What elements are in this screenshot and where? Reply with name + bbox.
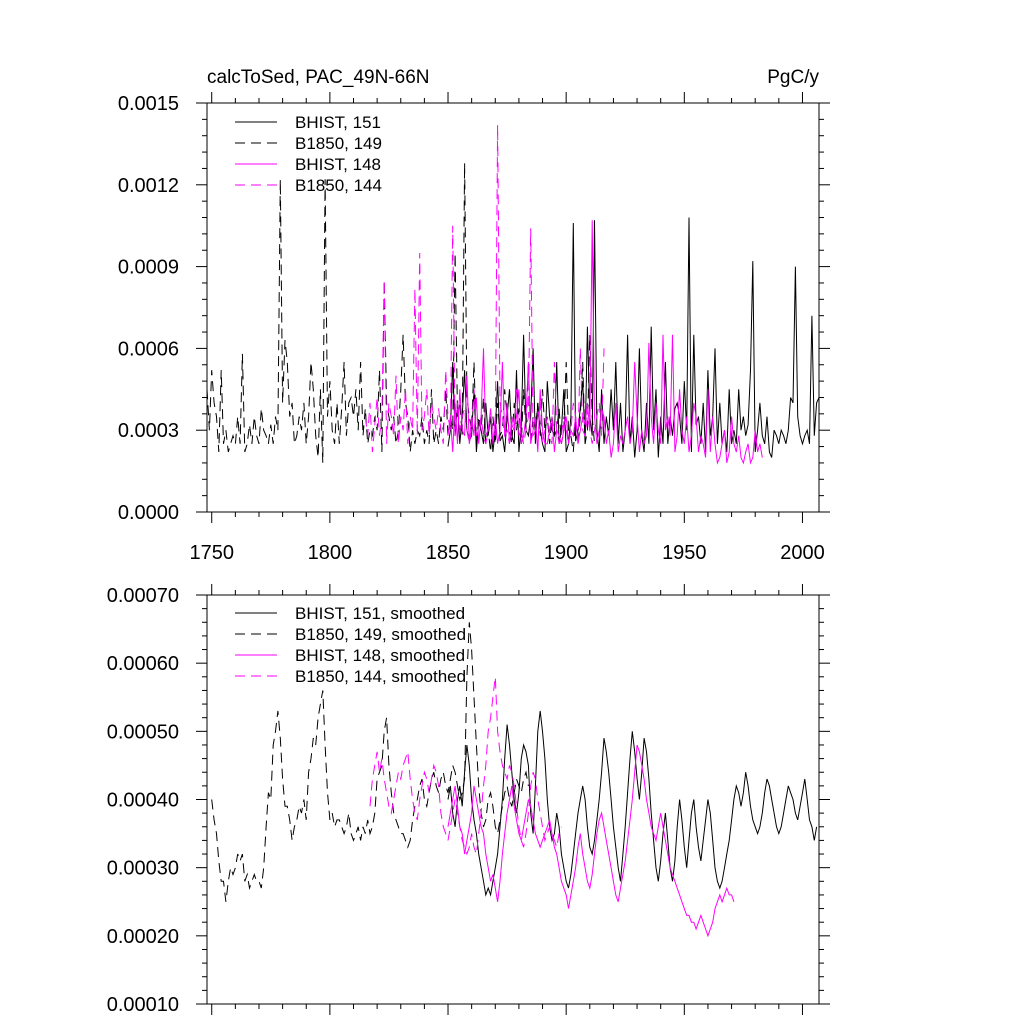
bottom-legend-label-0: BHIST, 151, smoothed (295, 604, 465, 623)
top-xtick-label-1900: 1900 (544, 542, 589, 564)
bottom-panel: 0.00010 0.00020 0.00030 0.00040 0.00050 0.000… (107, 584, 830, 1016)
bottom-series-0 (447, 710, 818, 897)
top-legend-label-3: B1850, 144 (295, 176, 382, 195)
top-ytick-label-2: 0.0006 (118, 338, 179, 360)
bottom-legend-label-3: B1850, 144, smoothed (295, 667, 466, 686)
bottom-ytick-label-1: 0.00020 (107, 926, 179, 948)
top-ticks: 1750 1800 1850 1900 1950 2000 0.0000 0.0003 0.00… (118, 92, 830, 564)
top-xtick-label-1800: 1800 (308, 542, 353, 564)
bottom-ytick-label-6: 0.00070 (107, 585, 179, 607)
top-legend-label-0: BHIST, 151 (295, 113, 381, 132)
bottom-ytick-label-5: 0.00060 (107, 653, 179, 675)
top-legend: BHIST, 151 B1850, 149 BHIST, 148 B1850, 144 (235, 113, 382, 195)
top-xtick-label-2000: 2000 (780, 542, 825, 564)
bottom-ytick-label-3: 0.00040 (107, 790, 179, 812)
bottom-series-2 (447, 744, 735, 938)
bottom-series-1 (211, 622, 529, 902)
top-xtick-label-1850: 1850 (426, 542, 471, 564)
bottom-ticks: 0.00010 0.00020 0.00030 0.00040 0.00050 0.000… (107, 584, 830, 1016)
top-ytick-label-3: 0.0009 (118, 257, 179, 279)
bottom-series-3 (369, 676, 562, 856)
top-legend-label-1: B1850, 149 (295, 134, 382, 153)
top-title: calcToSed, PAC_49N-66N (207, 67, 429, 88)
top-ytick-label-1: 0.0003 (118, 420, 179, 442)
top-xtick-label-1750: 1750 (189, 542, 234, 564)
bottom-series-group (211, 622, 818, 938)
top-series-0 (447, 217, 820, 458)
top-plot-frame (206, 102, 820, 513)
top-ytick-label-4: 0.0012 (118, 175, 179, 197)
bottom-ytick-label-4: 0.00050 (107, 721, 179, 743)
top-legend-label-2: BHIST, 148 (295, 155, 381, 174)
top-series-group (206, 124, 820, 465)
bottom-ytick-label-2: 0.00030 (107, 858, 179, 880)
top-series-3 (364, 124, 605, 453)
top-panel: calcToSed, PAC_49N-66N PgC/y 1750 1800 185… (118, 67, 830, 564)
top-series-2 (447, 220, 763, 465)
top-ytick-label-0: 0.0000 (118, 502, 179, 524)
top-xtick-label-1950: 1950 (662, 542, 707, 564)
top-ytick-label-5: 0.0015 (118, 93, 179, 115)
bottom-ytick-label-0: 0.00010 (107, 994, 179, 1016)
bottom-legend-label-1: B1850, 149, smoothed (295, 625, 466, 644)
bottom-legend: BHIST, 151, smoothed B1850, 149, smoothed… (235, 604, 466, 686)
bottom-legend-label-2: BHIST, 148, smoothed (295, 646, 465, 665)
top-units: PgC/y (767, 67, 819, 88)
